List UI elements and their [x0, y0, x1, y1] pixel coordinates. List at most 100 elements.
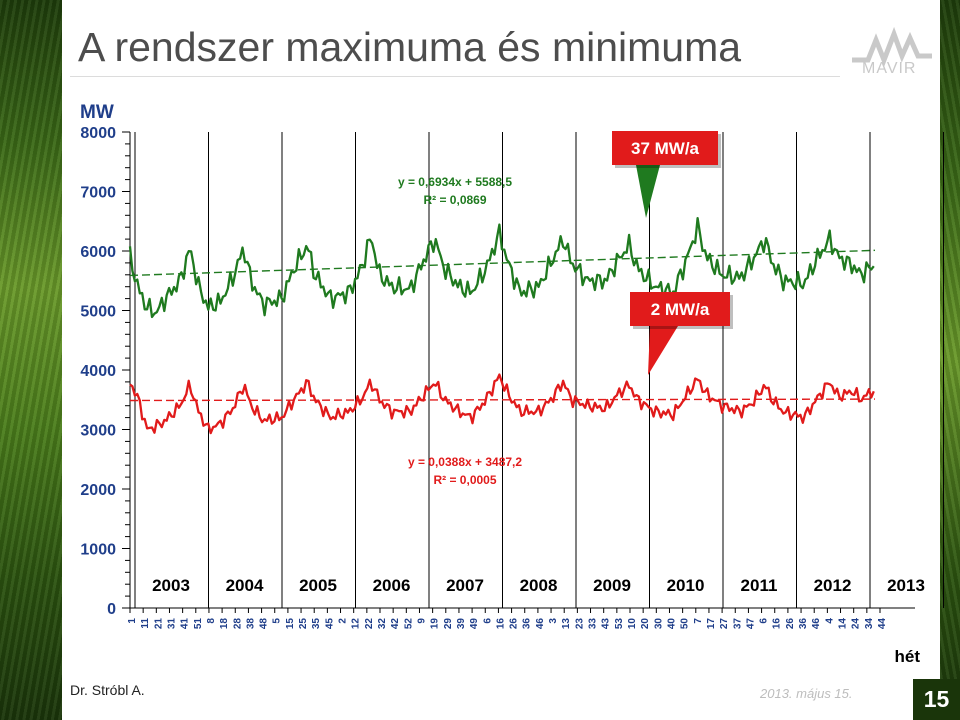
x-tick-label: 21 — [153, 618, 164, 630]
y-tick-label: 3000 — [80, 423, 116, 440]
x-tick-label: 7 — [693, 618, 704, 624]
x-tick-label: 41 — [180, 618, 191, 630]
year-label: 2004 — [226, 576, 264, 595]
x-tick-label: 16 — [772, 618, 783, 630]
trendline-equation: y = 0,0388x + 3487,2 — [408, 455, 522, 469]
x-tick-label: 13 — [561, 618, 572, 630]
x-tick-label: 30 — [653, 618, 664, 630]
slide-title: A rendszer maximuma és minimuma — [78, 24, 742, 70]
x-tick-label: 36 — [522, 618, 533, 630]
year-label: 2010 — [667, 576, 705, 595]
callout-box — [612, 131, 718, 165]
x-tick-label: 39 — [456, 618, 467, 630]
x-tick-label: 53 — [614, 618, 625, 630]
x-tick-label: 46 — [811, 618, 822, 630]
y-tick-label: 8000 — [80, 125, 116, 142]
x-tick-label: 6 — [482, 618, 493, 624]
callout-text: 2 MW/a — [651, 300, 710, 319]
x-tick-label: 11 — [140, 618, 151, 629]
callout-pointer — [648, 326, 678, 375]
y-tick-label: 1000 — [80, 542, 116, 559]
x-tick-label: 1 — [127, 618, 138, 624]
y-tick-label: 2000 — [80, 482, 116, 499]
mavir-logo-icon — [852, 26, 932, 67]
year-label: 2011 — [741, 576, 778, 595]
y-tick-label: 5000 — [80, 304, 116, 321]
x-tick-label: 15 — [285, 618, 296, 630]
trendline — [129, 398, 876, 402]
x-tick-label: 46 — [535, 618, 546, 630]
x-tick-label: 37 — [732, 618, 743, 630]
x-tick-label: 27 — [719, 618, 730, 630]
x-tick-label: 36 — [798, 618, 809, 630]
trendline-equation: y = 0,6934x + 5588,5 — [398, 175, 512, 189]
trendline-r2: R² = 0,0005 — [433, 473, 496, 487]
x-tick-label: 40 — [666, 618, 677, 630]
x-tick-label: 31 — [166, 618, 177, 630]
title-divider — [70, 76, 840, 77]
x-tick-label: 24 — [851, 618, 862, 630]
x-tick-label: 48 — [259, 618, 270, 630]
left-decorative-strip — [0, 0, 62, 720]
page-number: 15 — [923, 686, 950, 712]
x-tick-label: 32 — [377, 618, 388, 630]
callout-box — [630, 292, 730, 326]
y-tick-label: 0 — [107, 601, 116, 618]
x-tick-label: 43 — [601, 618, 612, 630]
x-tick-label: 16 — [495, 618, 506, 630]
logo-text: MAVIR — [862, 60, 917, 77]
x-tick-label: 33 — [588, 618, 599, 630]
series-line — [129, 373, 875, 435]
y-tick-label: 6000 — [80, 244, 116, 261]
year-label: 2006 — [373, 576, 411, 595]
x-tick-label: 34 — [864, 618, 875, 630]
callout-pointer — [636, 165, 660, 218]
year-label: 2012 — [814, 576, 852, 595]
x-tick-label: 52 — [403, 618, 414, 630]
year-label: 2013 — [887, 576, 925, 595]
x-tick-label: 29 — [443, 618, 454, 630]
x-axis-label: hét — [895, 647, 921, 666]
x-tick-label: 3 — [548, 618, 559, 624]
x-tick-label: 18 — [219, 618, 230, 630]
x-tick-label: 6 — [759, 618, 770, 624]
year-label: 2009 — [593, 576, 631, 595]
x-tick-label: 51 — [193, 618, 204, 630]
x-tick-label: 17 — [706, 618, 717, 630]
slide-date: 2013. május 15. — [760, 686, 853, 701]
year-label: 2003 — [152, 576, 190, 595]
trendline — [129, 249, 876, 277]
series-line — [128, 216, 875, 319]
x-tick-label: 28 — [232, 618, 243, 630]
x-tick-label: 10 — [627, 618, 638, 630]
right-decorative-strip — [940, 0, 960, 720]
x-tick-label: 12 — [351, 618, 362, 630]
x-tick-label: 4 — [824, 618, 835, 624]
author: Dr. Stróbl A. — [70, 682, 145, 698]
x-tick-label: 2 — [338, 618, 349, 624]
x-tick-label: 14 — [838, 618, 849, 630]
x-tick-label: 5 — [272, 618, 283, 624]
year-label: 2005 — [299, 576, 337, 595]
x-tick-label: 50 — [680, 618, 691, 630]
x-tick-label: 20 — [640, 618, 651, 630]
x-tick-label: 25 — [298, 618, 309, 630]
callout-text: 37 MW/a — [631, 139, 700, 158]
year-label: 2007 — [446, 576, 484, 595]
x-tick-label: 23 — [574, 618, 585, 630]
trendline-r2: R² = 0,0869 — [423, 193, 486, 207]
x-tick-label: 26 — [509, 618, 520, 630]
x-tick-label: 38 — [245, 618, 256, 630]
x-tick-label: 19 — [430, 618, 441, 630]
x-tick-label: 49 — [469, 618, 480, 630]
year-label: 2008 — [520, 576, 558, 595]
x-tick-label: 47 — [745, 618, 756, 630]
x-tick-label: 22 — [364, 618, 375, 630]
y-tick-label: 4000 — [80, 363, 116, 380]
x-tick-label: 42 — [390, 618, 401, 630]
x-tick-label: 9 — [416, 618, 427, 624]
y-axis-label: MW — [80, 102, 114, 123]
x-tick-label: 26 — [785, 618, 796, 630]
x-tick-label: 35 — [311, 618, 322, 630]
